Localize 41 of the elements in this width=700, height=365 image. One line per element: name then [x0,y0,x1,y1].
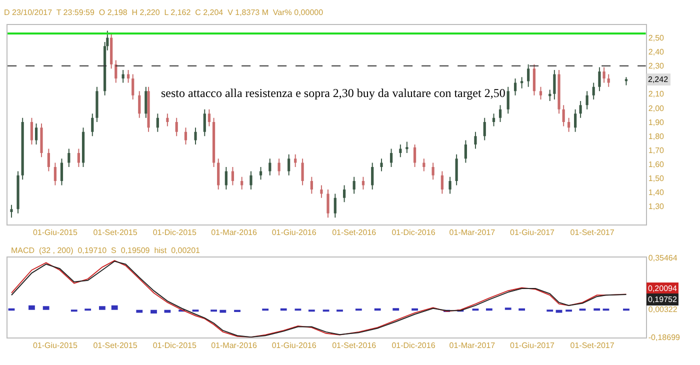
x-tick-label: 01-Dic-2016 [392,228,436,238]
y-tick-label: 1,50 [648,174,665,184]
x-tick-label: 01-Dic-2016 [392,340,436,350]
y-tick-label: 1,80 [648,132,665,141]
text: 0,19752 [648,295,678,304]
x-tick-label: 01-Set-2017 [570,228,615,238]
x-tick-label: 01-Set-2016 [332,228,377,238]
y-tick-label: 2,10 [648,90,665,99]
x-tick-label: 01-Set-2015 [93,228,138,238]
x-tick-label: 01-Mar-2016 [211,228,258,238]
y-tick-label: 1,60 [648,160,665,169]
y-tick-label: 1,70 [648,146,665,155]
chart-title: MACD (32 , 200) 0,19710 S 0,19509 hist 0,00201 [11,246,201,255]
x-tick-label: 01-Dic-2015 [152,228,197,238]
annotation: sesto attacco alla resistenza e sopra 2,30 buy da valutare con target 2,50 [161,86,506,100]
chart-subtitle: D 23/10/2017 T 23:59:59 O 2,198 H 2,220 L 2,162 C 2,204 V 1,8373 M Var% 0,00000 [4,8,324,17]
x-tick-label: 01-Mar-2017 [449,340,496,350]
x-tick-label: 01-Dic-2015 [152,340,197,350]
x-tick-label: 01-Set-2016 [332,340,377,350]
x-tick-label: 01-Giu-2017 [510,340,556,350]
x-tick-label: 01-Giu-2015 [32,340,78,350]
x-tick-label: 01-Set-2017 [570,340,615,350]
x-tick-label: 01-Mar-2017 [449,228,496,238]
y-tick-label: 1,40 [648,188,665,198]
text: 2,242 [648,75,669,84]
y-tick-label: 2,50 [648,34,665,43]
x-tick-label: 01-Giu-2016 [272,340,317,350]
y-tick-label: 0,00322 [648,305,678,314]
y-tick-label: -0,18699 [648,333,681,342]
text: 0,20094 [648,284,678,293]
y-tick-label: 0,35464 [648,253,678,262]
x-tick-label: 01-Giu-2015 [32,228,78,238]
y-tick-label: 1,30 [648,202,665,212]
y-tick-label: 2,00 [648,104,665,113]
x-tick-label: 01-Giu-2017 [510,228,556,238]
x-tick-label: 01-Set-2015 [93,340,138,350]
y-tick-label: 1,90 [648,118,665,127]
x-tick-label: 01-Giu-2016 [272,228,317,238]
y-tick-label: 2,30 [648,62,665,71]
x-tick-label: 01-Mar-2016 [211,340,258,350]
y-tick-label: 2,40 [648,48,665,57]
